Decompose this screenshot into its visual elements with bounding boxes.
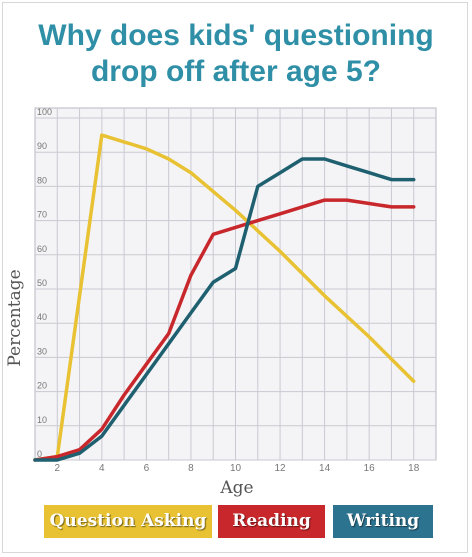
y-tick-label: 20	[37, 381, 47, 391]
series-line-reading	[33, 198, 416, 462]
y-tick-label: 50	[37, 278, 47, 288]
legend-writing: Writing	[333, 505, 433, 538]
x-tick-label: 4	[99, 463, 105, 474]
y-axis-label: Percentage	[5, 269, 25, 366]
x-axis-label: Age	[219, 478, 253, 498]
title-line-2: drop off after age 5?	[90, 55, 382, 88]
legend-writing-label: Writing	[346, 511, 420, 531]
title-line-1: Why does kids' questioning	[38, 19, 434, 52]
x-tick-label: 16	[364, 463, 376, 474]
y-tick-label: 70	[37, 210, 47, 220]
chart-title: Why does kids' questioning drop off afte…	[0, 18, 472, 90]
x-tick-label: 6	[144, 463, 150, 474]
y-tick-label: 80	[37, 175, 47, 185]
x-tick-label: 12	[274, 463, 286, 474]
y-tick-label: 90	[37, 141, 47, 151]
y-tick-label: 100	[37, 107, 52, 117]
series-line-question-asking	[33, 133, 416, 462]
series-line-writing	[33, 157, 416, 462]
y-tick-label: 0	[37, 449, 42, 459]
x-tick-label: 14	[319, 463, 331, 474]
y-tick-label: 60	[37, 244, 47, 254]
x-tick-label: 8	[188, 463, 194, 474]
x-tick-label: 2	[54, 463, 60, 474]
y-tick-label: 30	[37, 346, 47, 356]
y-tick-label: 10	[37, 415, 47, 425]
legend-reading: Reading	[218, 505, 325, 538]
x-tick-label: 18	[408, 463, 420, 474]
x-tick-label: 10	[230, 463, 242, 474]
legend-question-asking-label: Question Asking	[49, 511, 207, 531]
legend-question-asking: Question Asking	[44, 505, 212, 538]
legend-reading-label: Reading	[232, 511, 311, 531]
y-tick-label: 40	[37, 312, 47, 322]
